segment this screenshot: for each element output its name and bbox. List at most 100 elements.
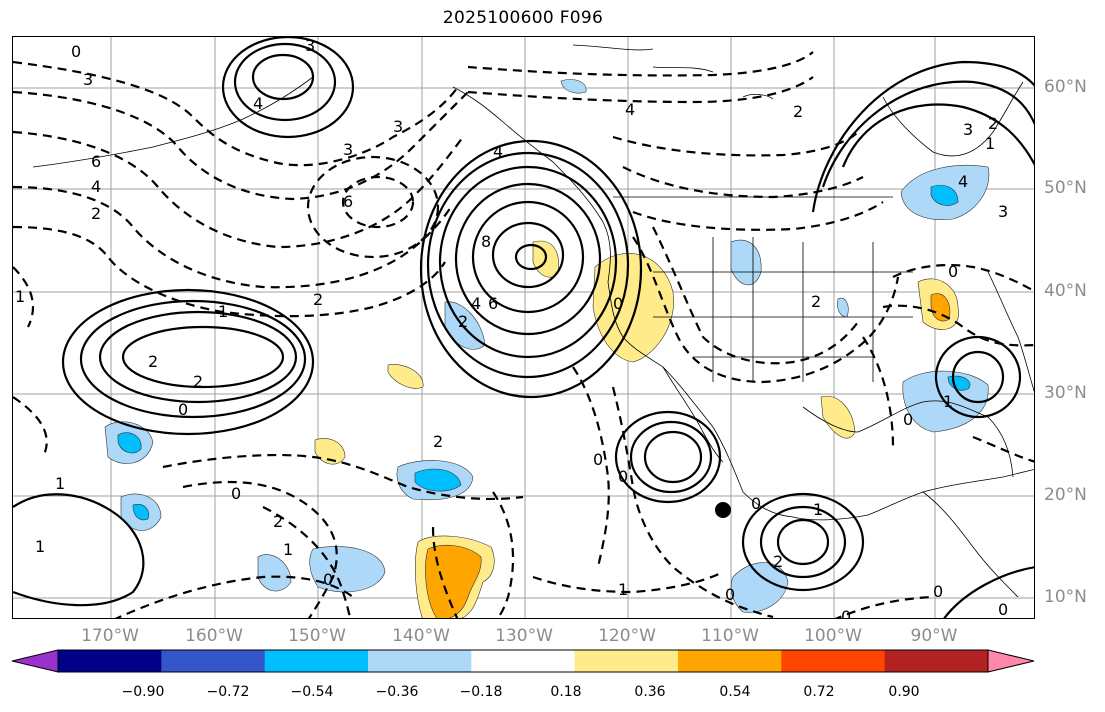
contour-label: 6 (343, 192, 353, 211)
dashed-ridge-interior (632, 236, 900, 384)
contour-label: 2 (988, 114, 998, 133)
contour-ne-low-7 (419, 139, 643, 399)
contour-hudson-high-3 (811, 60, 1034, 213)
dashed-east-3 (862, 336, 895, 448)
lat-label-30n: 30°N (1044, 383, 1087, 403)
hudson-bay (882, 81, 1024, 157)
colorbar-segment (678, 650, 782, 672)
map-panel[interactable]: 0 3 3 4 6 4 2 3 3 6 4 4 8 6 4 2 2 0 1 2 … (12, 36, 1035, 619)
dashed-contours (13, 51, 1034, 618)
contour-label: 2 (773, 552, 783, 571)
lat-label-20n: 20°N (1044, 485, 1087, 505)
dashed-gulf-alaska-low (341, 175, 415, 229)
contour-label: 2 (811, 292, 821, 311)
dashed-tropical-4 (431, 526, 459, 618)
contour-bering-2 (233, 42, 337, 122)
contour-southeast-1 (951, 350, 1005, 404)
dashed-tropical-6 (572, 366, 610, 568)
contour-southeast-2 (934, 335, 1022, 419)
marker-dot (715, 502, 731, 518)
colorbar-segment (884, 650, 989, 672)
lon-label-130w: 130°W (495, 626, 553, 646)
dashed-west-edge (13, 396, 48, 458)
shade-strong-positive-tropical (425, 544, 482, 618)
colorbar-segment (781, 650, 886, 672)
contour-label: 3 (963, 120, 973, 139)
dashed-west-edge-2 (13, 266, 35, 328)
dashed-tropical-5 (492, 491, 515, 618)
dashed-north-3 (13, 130, 464, 249)
contour-mexico-low-2 (629, 420, 713, 494)
contour-label: 0 (323, 570, 333, 589)
dashed-ridge-interior-2 (652, 226, 859, 365)
dashed-north-4 (13, 185, 452, 289)
colorbar-segment (264, 650, 369, 672)
colorbar-tick: 0.54 (719, 684, 751, 700)
contour-label: 1 (35, 537, 45, 556)
lat-label-50n: 50°N (1044, 178, 1087, 198)
contour-label: 4 (493, 142, 503, 161)
contour-label: 0 (71, 42, 81, 61)
lon-label-90w: 90°W (910, 626, 958, 646)
contour-label: 3 (393, 117, 403, 136)
contour-west-pacific-2 (98, 310, 298, 404)
colorbar-tick: 0.18 (550, 684, 582, 700)
coastlines (32, 44, 1034, 598)
colorbar-left-arrow (12, 650, 58, 672)
colorbar (11, 649, 1035, 673)
shade-strong-negative-pacific-3 (132, 504, 149, 521)
arctic-islands (572, 44, 774, 100)
dashed-tropical-3 (262, 506, 352, 618)
shade-negative-pacific-5 (309, 546, 386, 593)
lat-label-60n: 60°N (1044, 77, 1087, 97)
colorbar-segment (161, 650, 266, 672)
contour-hudson-high-2 (821, 80, 1034, 188)
lon-label-140w: 140°W (392, 626, 450, 646)
baja (662, 366, 724, 463)
mexico-coast (742, 469, 1034, 521)
contour-mexico-low-1 (643, 430, 703, 484)
contour-label: 0 (613, 294, 623, 313)
gulf-coast (802, 400, 1014, 478)
central-america (922, 491, 1019, 598)
contour-label: 2 (91, 204, 101, 223)
dashed-gulf-alaska-low-2 (306, 155, 440, 259)
contour-label: 2 (193, 372, 203, 391)
colorbar-tick: −0.72 (206, 684, 250, 700)
dashed-tropical-10 (834, 595, 934, 618)
contour-label: 8 (481, 232, 491, 251)
colorbar-segments (12, 650, 1034, 672)
contour-ne-low-1 (514, 243, 548, 271)
colorbar-tick: −0.90 (121, 684, 165, 700)
map-title: 2025100600 F096 (442, 8, 604, 28)
colorbar-segment (574, 650, 679, 672)
contour-label: 4 (625, 100, 635, 119)
dashed-canada (622, 166, 864, 199)
dashed-north-1 (13, 60, 459, 167)
lat-label-10n: 10°N (1044, 587, 1087, 607)
dashed-tropical-9 (532, 571, 724, 594)
contour-pacific-low-1 (776, 518, 830, 566)
shade-strong-negative-pacific-1 (117, 432, 142, 454)
dashed-east-4 (972, 435, 1034, 463)
contour-label: 0 (593, 450, 603, 469)
lon-label-100w: 100°W (804, 626, 862, 646)
colorbar-tick: 0.72 (803, 684, 835, 700)
shade-positive-california (592, 253, 674, 363)
contour-label: 2 (148, 352, 158, 371)
colorbar-tick: −0.54 (290, 684, 334, 700)
contour-label: 6 (488, 294, 498, 313)
contour-ne-low-5 (438, 165, 618, 359)
contour-label: 2 (433, 432, 443, 451)
contour-label: 4 (91, 177, 101, 196)
colorbar-frame (57, 649, 989, 673)
graticule (13, 37, 1034, 618)
map-canvas: 0 3 3 4 6 4 2 3 3 6 4 4 8 6 4 2 2 0 1 2 … (13, 37, 1034, 618)
contour-sw-pacific (13, 493, 145, 607)
contour-pacific-low-3 (741, 492, 865, 592)
contour-labels: 0 3 3 4 6 4 2 3 3 6 4 4 8 6 4 2 2 0 1 2 … (15, 37, 1008, 618)
dashed-north-5 (13, 225, 446, 318)
shade-negative-pacific-4 (257, 554, 292, 592)
contour-label: 3 (343, 140, 353, 159)
shade-strong-negative-hudson (930, 184, 959, 206)
